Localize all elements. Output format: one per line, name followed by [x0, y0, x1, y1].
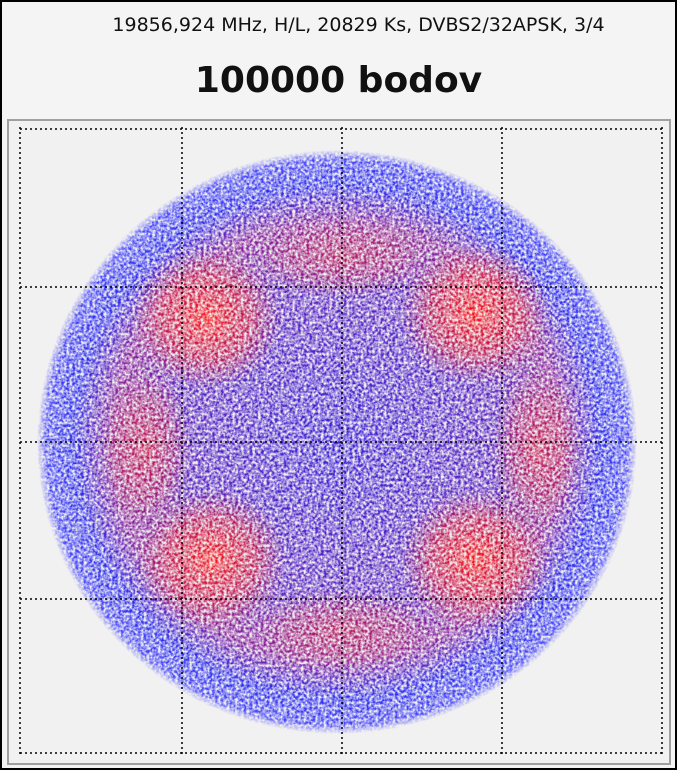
point-cloud — [37, 150, 637, 734]
point-count-title: 100000 bodov — [194, 60, 483, 101]
constellation-plot — [7, 119, 671, 765]
grid — [19, 127, 663, 755]
signal-info: 19856,924 MHz, H/L, 20829 Ks, DVBS2/32AP… — [112, 14, 605, 36]
